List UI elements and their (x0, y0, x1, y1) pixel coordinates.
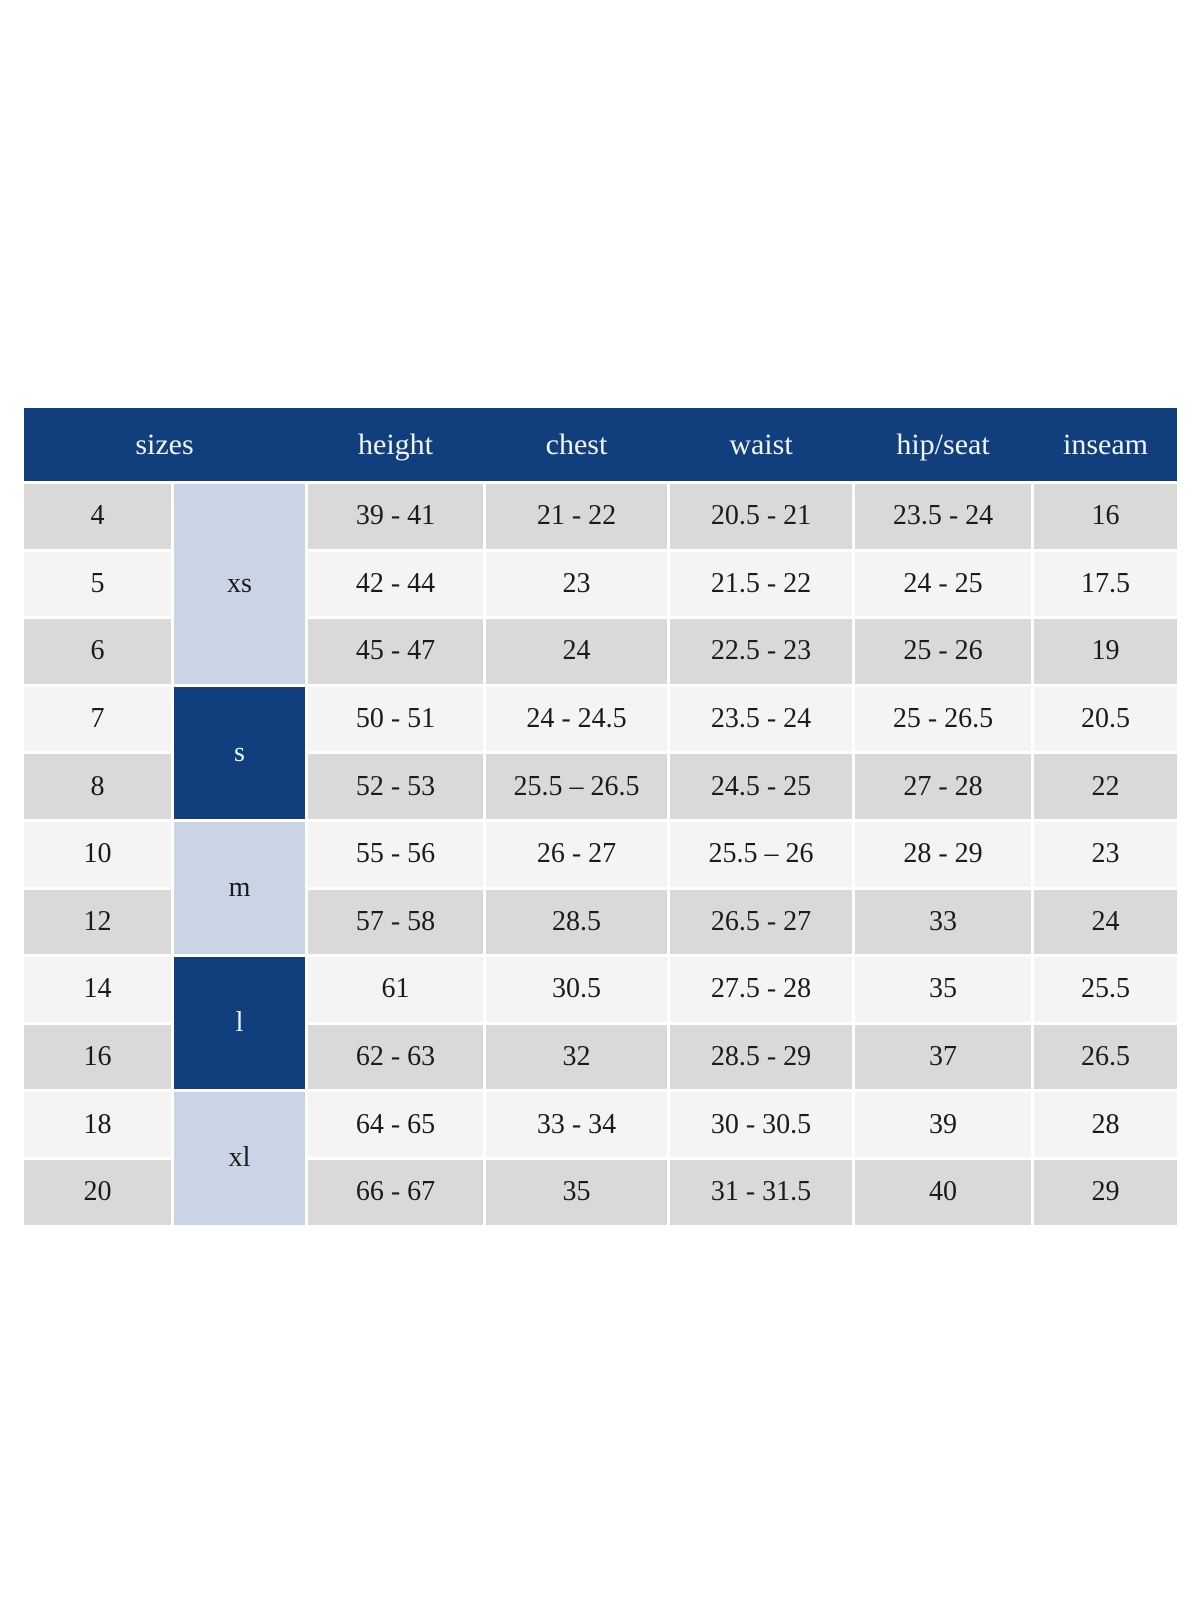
cell-waist: 21.5 - 22 (670, 551, 852, 617)
header-height: height (308, 408, 483, 481)
cell-chest: 32 (486, 1024, 667, 1090)
cell-size: 6 (24, 619, 171, 684)
cell-hip-seat: 27 - 28 (855, 754, 1031, 819)
group-cell-s: s (174, 686, 305, 819)
cell-inseam: 16 (1034, 484, 1177, 549)
cell-hip-seat: 24 - 25 (855, 551, 1031, 617)
cell-waist: 25.5 – 26 (670, 821, 852, 887)
cell-height: 61 (308, 957, 483, 1022)
cell-chest: 25.5 – 26.5 (486, 754, 667, 819)
cell-waist: 24.5 - 25 (670, 754, 852, 819)
cell-hip-seat: 25 - 26.5 (855, 686, 1031, 752)
cell-waist: 22.5 - 23 (670, 619, 852, 684)
cell-hip-seat: 25 - 26 (855, 619, 1031, 684)
cell-height: 64 - 65 (308, 1092, 483, 1157)
group-cell-m: m (174, 821, 305, 955)
cell-chest: 23 (486, 551, 667, 617)
cell-inseam: 28 (1034, 1092, 1177, 1157)
cell-height: 66 - 67 (308, 1159, 483, 1225)
group-cell-xs: xs (174, 484, 305, 684)
cell-chest: 24 (486, 619, 667, 684)
header-inseam: inseam (1034, 408, 1177, 481)
cell-height: 55 - 56 (308, 821, 483, 887)
cell-waist: 30 - 30.5 (670, 1092, 852, 1157)
cell-inseam: 22 (1034, 754, 1177, 819)
cell-size: 14 (24, 957, 171, 1022)
cell-hip-seat: 35 (855, 957, 1031, 1022)
cell-inseam: 19 (1034, 619, 1177, 684)
cell-inseam: 29 (1034, 1159, 1177, 1225)
cell-height: 45 - 47 (308, 619, 483, 684)
header-waist: waist (670, 408, 852, 481)
cell-size: 18 (24, 1092, 171, 1157)
cell-chest: 21 - 22 (486, 484, 667, 549)
header-hip-seat: hip/seat (855, 408, 1031, 481)
cell-size: 10 (24, 821, 171, 887)
cell-hip-seat: 37 (855, 1024, 1031, 1090)
cell-inseam: 26.5 (1034, 1024, 1177, 1090)
header-sizes: sizes (24, 408, 305, 481)
cell-size: 7 (24, 686, 171, 752)
cell-hip-seat: 23.5 - 24 (855, 484, 1031, 549)
cell-height: 50 - 51 (308, 686, 483, 752)
cell-height: 42 - 44 (308, 551, 483, 617)
cell-waist: 23.5 - 24 (670, 686, 852, 752)
cell-size: 16 (24, 1024, 171, 1090)
table-header-row: sizes height chest waist hip/seat inseam (24, 408, 1177, 481)
cell-inseam: 24 (1034, 889, 1177, 955)
cell-size: 12 (24, 889, 171, 955)
table-body: 4 xs 39 - 41 21 - 22 20.5 - 21 23.5 - 24… (24, 484, 1177, 1225)
cell-inseam: 20.5 (1034, 686, 1177, 752)
size-chart-table: sizes height chest waist hip/seat inseam… (24, 408, 1177, 1225)
cell-height: 39 - 41 (308, 484, 483, 549)
cell-size: 20 (24, 1159, 171, 1225)
cell-inseam: 25.5 (1034, 957, 1177, 1022)
cell-waist: 31 - 31.5 (670, 1159, 852, 1225)
cell-inseam: 23 (1034, 821, 1177, 887)
cell-height: 62 - 63 (308, 1024, 483, 1090)
group-cell-xl: xl (174, 1092, 305, 1225)
cell-chest: 30.5 (486, 957, 667, 1022)
group-cell-l: l (174, 957, 305, 1090)
cell-waist: 27.5 - 28 (670, 957, 852, 1022)
cell-waist: 28.5 - 29 (670, 1024, 852, 1090)
cell-chest: 26 - 27 (486, 821, 667, 887)
cell-size: 8 (24, 754, 171, 819)
cell-hip-seat: 28 - 29 (855, 821, 1031, 887)
cell-inseam: 17.5 (1034, 551, 1177, 617)
cell-chest: 28.5 (486, 889, 667, 955)
cell-height: 52 - 53 (308, 754, 483, 819)
cell-chest: 24 - 24.5 (486, 686, 667, 752)
cell-chest: 35 (486, 1159, 667, 1225)
cell-hip-seat: 39 (855, 1092, 1031, 1157)
cell-waist: 26.5 - 27 (670, 889, 852, 955)
cell-hip-seat: 40 (855, 1159, 1031, 1225)
cell-size: 5 (24, 551, 171, 617)
cell-size: 4 (24, 484, 171, 549)
cell-height: 57 - 58 (308, 889, 483, 955)
cell-waist: 20.5 - 21 (670, 484, 852, 549)
cell-chest: 33 - 34 (486, 1092, 667, 1157)
cell-hip-seat: 33 (855, 889, 1031, 955)
header-chest: chest (486, 408, 667, 481)
